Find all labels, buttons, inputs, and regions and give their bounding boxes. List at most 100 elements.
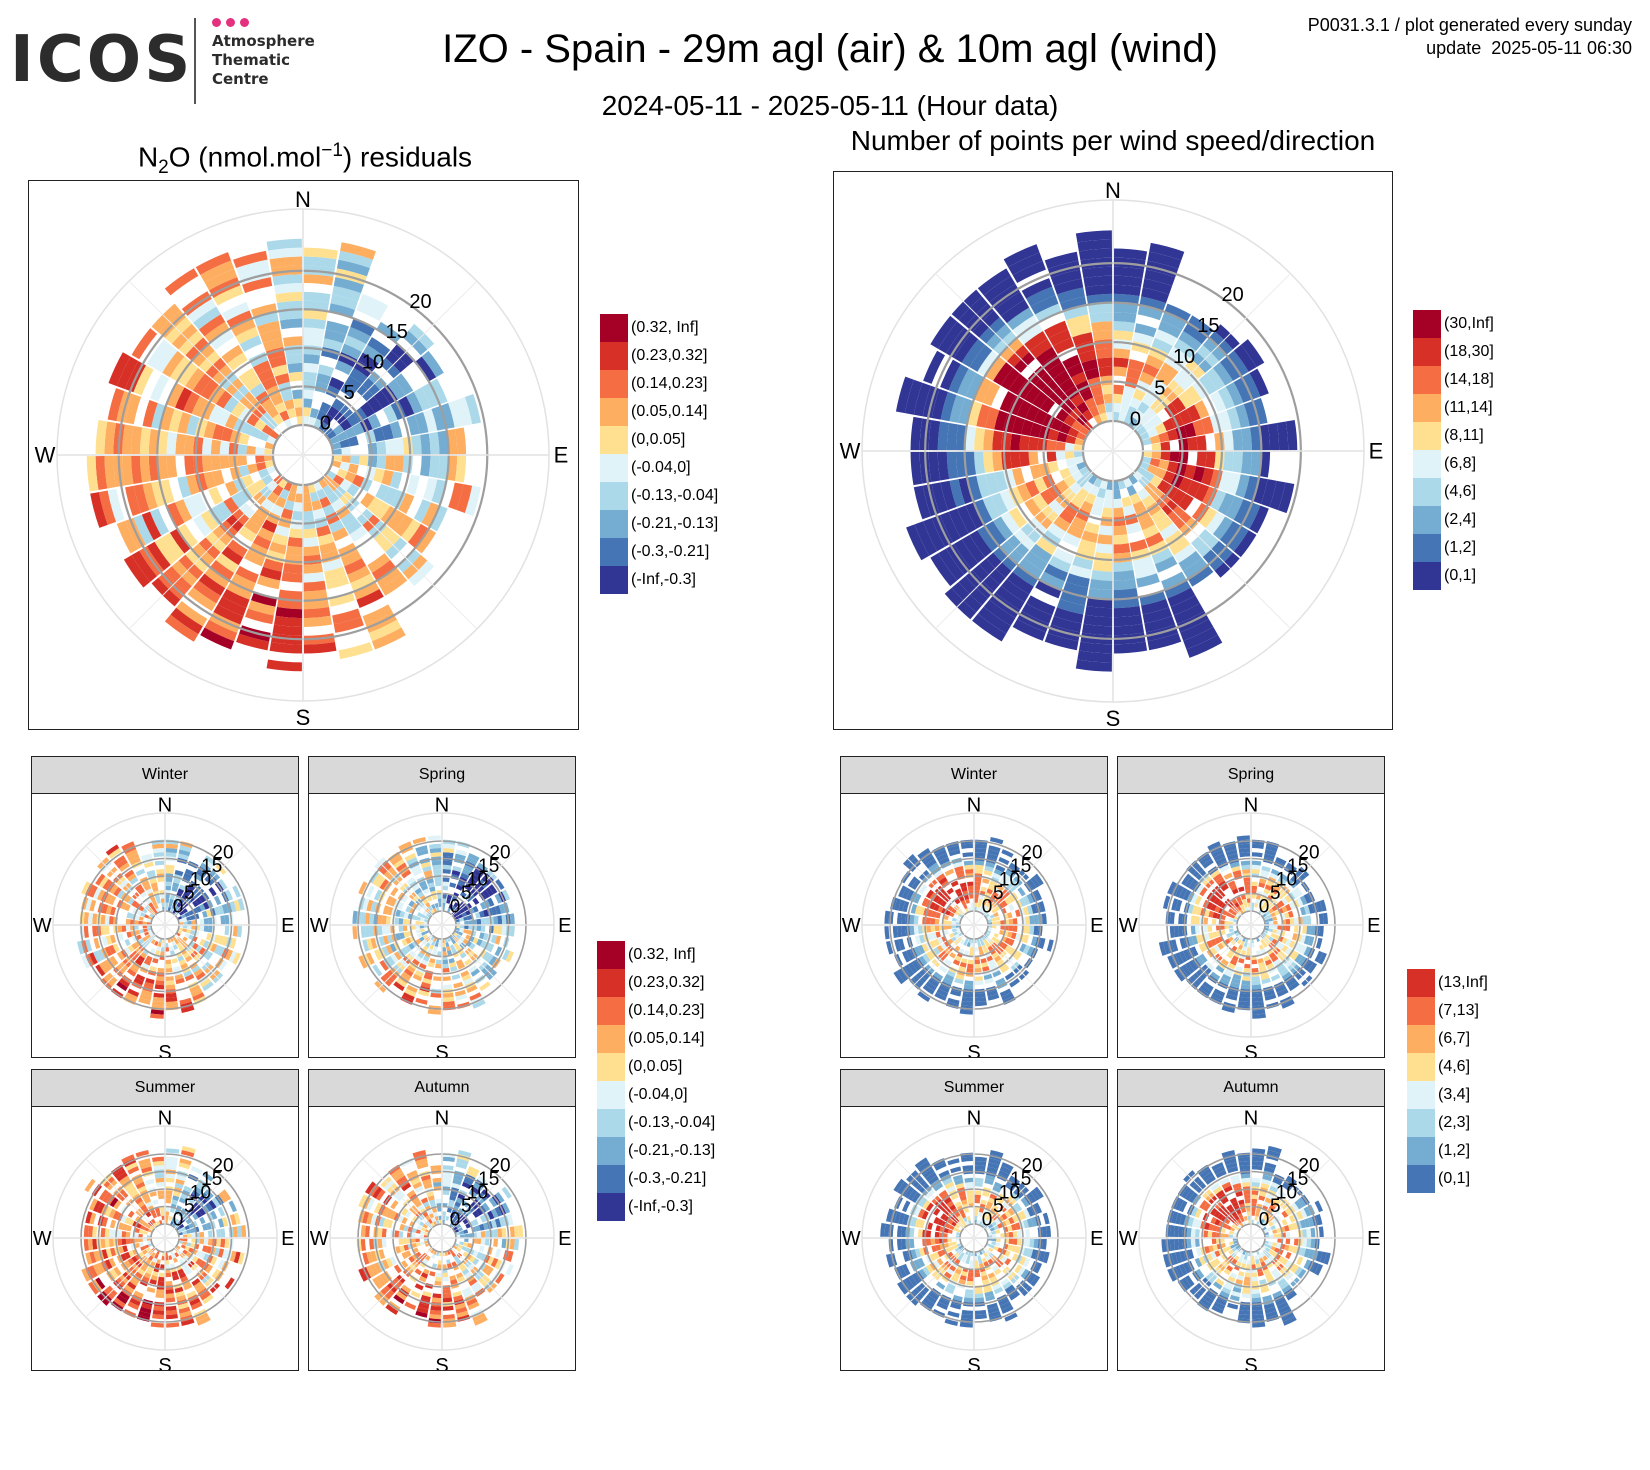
polar-cell — [235, 565, 259, 583]
polar-cell — [116, 1294, 128, 1305]
polar-cell — [165, 963, 172, 969]
polar-cell — [1293, 917, 1299, 925]
polar-cell — [125, 918, 131, 925]
polar-cell — [897, 1225, 903, 1237]
polar-cell — [216, 1238, 221, 1247]
polar-cell — [369, 1238, 375, 1250]
polar-cell — [479, 901, 487, 910]
polar-cell — [509, 925, 515, 937]
polar-cell — [495, 1191, 505, 1203]
polar-cell — [1033, 1186, 1044, 1199]
polar-cell — [182, 1230, 187, 1235]
compass-east: E — [1090, 915, 1103, 937]
polar-cell — [934, 925, 940, 932]
polar-cell — [951, 921, 957, 925]
polar-cell — [1233, 499, 1252, 525]
polar-cell — [217, 1248, 225, 1258]
polar-cell — [952, 917, 957, 922]
polar-cell — [1113, 284, 1141, 297]
polar-cell — [1012, 1231, 1018, 1238]
polar-cell — [419, 894, 427, 902]
polar-cell — [1012, 925, 1018, 932]
polar-cell — [224, 889, 234, 901]
polar-cell — [1092, 330, 1113, 341]
polar-cell — [1040, 397, 1055, 413]
speed-tick-label: 15 — [478, 856, 499, 877]
polar-cell — [1306, 1238, 1312, 1248]
polar-cell — [402, 925, 408, 932]
polar-cell — [85, 939, 93, 952]
polar-cell — [1079, 426, 1090, 436]
polar-cell — [366, 1198, 375, 1211]
polar-cell — [146, 541, 171, 571]
polar-cell — [221, 546, 244, 566]
polar-cell — [1008, 252, 1043, 276]
polar-cell — [1186, 480, 1201, 498]
polar-cell — [296, 484, 303, 494]
polar-cell — [382, 905, 390, 915]
polar-cell — [442, 1289, 451, 1294]
polar-cell — [938, 1169, 950, 1179]
polar-cell — [422, 1201, 430, 1208]
polar-cell — [983, 905, 989, 911]
polar-cell — [991, 921, 997, 925]
polar-cell — [989, 948, 997, 956]
polar-cell — [402, 992, 415, 1001]
polar-cell — [1260, 1209, 1267, 1215]
polar-cell — [925, 1171, 937, 1182]
polar-cell — [148, 1255, 154, 1261]
polar-cell — [1198, 373, 1218, 395]
polar-cell — [1263, 1302, 1275, 1310]
polar-cell — [468, 1233, 473, 1238]
polar-cell — [1252, 398, 1268, 425]
logo-dot — [240, 18, 249, 27]
compass-east: E — [1369, 439, 1384, 464]
polar-cell — [904, 379, 923, 415]
polar-cell — [157, 430, 169, 455]
polar-cell — [995, 1242, 1001, 1247]
polar-cell — [403, 912, 409, 919]
polar-cell — [137, 887, 145, 895]
polar-cell — [177, 476, 192, 499]
polar-cell — [412, 868, 423, 877]
polar-cell — [487, 897, 495, 907]
polar-cell — [144, 1227, 150, 1232]
polar-cell — [213, 906, 221, 916]
polar-cell — [406, 965, 416, 974]
polar-cell — [154, 1207, 161, 1213]
polar-cell — [252, 535, 272, 550]
polar-cell — [459, 928, 464, 933]
polar-cell — [1004, 869, 1015, 879]
polar-cell — [180, 914, 186, 919]
polar-cell — [453, 1255, 459, 1261]
polar-cell — [1303, 893, 1312, 904]
polar-cell — [1126, 367, 1142, 381]
polar-cell — [1014, 951, 1023, 961]
polar-cell — [332, 285, 361, 302]
polar-cell — [165, 1297, 176, 1303]
polar-cell — [152, 1309, 164, 1315]
polar-cell — [442, 885, 449, 891]
polar-cell — [981, 944, 987, 950]
polar-cell — [1210, 903, 1217, 912]
polar-cell — [1251, 881, 1258, 887]
polar-cell — [319, 401, 332, 414]
polar-cell — [988, 845, 1001, 853]
polar-cell — [274, 401, 287, 414]
polar-cell — [884, 1223, 890, 1237]
polar-cell — [1030, 1249, 1038, 1260]
polar-cell — [426, 948, 433, 954]
polar-cell — [303, 607, 331, 619]
polar-cell — [131, 328, 158, 360]
polar-cell — [362, 1211, 370, 1224]
polar-cell — [362, 604, 393, 625]
polar-cell — [1113, 303, 1138, 315]
polar-cell — [1271, 1251, 1278, 1258]
polar-cell — [168, 903, 173, 908]
polar-cell — [950, 1193, 959, 1201]
polar-cell — [155, 1293, 165, 1299]
polar-cell — [423, 869, 433, 877]
polar-cell — [274, 283, 303, 295]
polar-cell — [142, 948, 150, 956]
speed-tick-label: 5 — [184, 883, 195, 904]
